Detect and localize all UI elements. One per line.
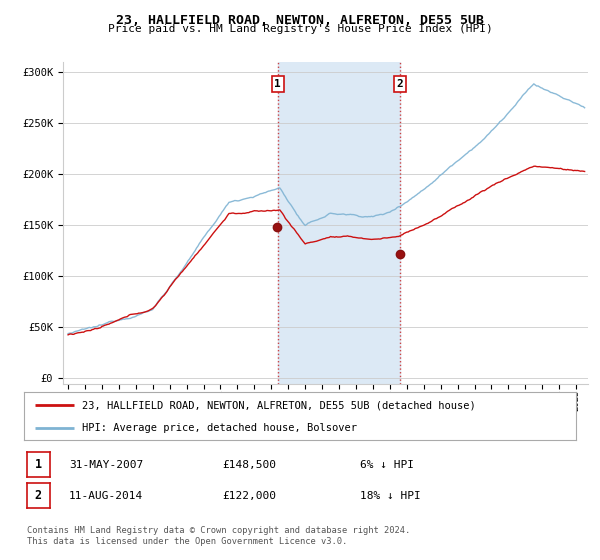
Text: 2: 2 bbox=[35, 489, 42, 502]
Text: 31-MAY-2007: 31-MAY-2007 bbox=[69, 460, 143, 470]
Text: 6% ↓ HPI: 6% ↓ HPI bbox=[360, 460, 414, 470]
Text: 23, HALLFIELD ROAD, NEWTON, ALFRETON, DE55 5UB (detached house): 23, HALLFIELD ROAD, NEWTON, ALFRETON, DE… bbox=[82, 400, 476, 410]
Text: Price paid vs. HM Land Registry's House Price Index (HPI): Price paid vs. HM Land Registry's House … bbox=[107, 24, 493, 34]
Text: Contains HM Land Registry data © Crown copyright and database right 2024.: Contains HM Land Registry data © Crown c… bbox=[27, 526, 410, 535]
Bar bbox=[278, 62, 400, 384]
Text: £122,000: £122,000 bbox=[222, 491, 276, 501]
Text: 2: 2 bbox=[397, 79, 403, 89]
Text: HPI: Average price, detached house, Bolsover: HPI: Average price, detached house, Bols… bbox=[82, 423, 357, 433]
Text: 23, HALLFIELD ROAD, NEWTON, ALFRETON, DE55 5UB: 23, HALLFIELD ROAD, NEWTON, ALFRETON, DE… bbox=[116, 14, 484, 27]
Text: This data is licensed under the Open Government Licence v3.0.: This data is licensed under the Open Gov… bbox=[27, 538, 347, 547]
Text: 18% ↓ HPI: 18% ↓ HPI bbox=[360, 491, 421, 501]
Text: 1: 1 bbox=[35, 458, 42, 471]
Text: 1: 1 bbox=[274, 79, 281, 89]
Text: 11-AUG-2014: 11-AUG-2014 bbox=[69, 491, 143, 501]
Text: £148,500: £148,500 bbox=[222, 460, 276, 470]
